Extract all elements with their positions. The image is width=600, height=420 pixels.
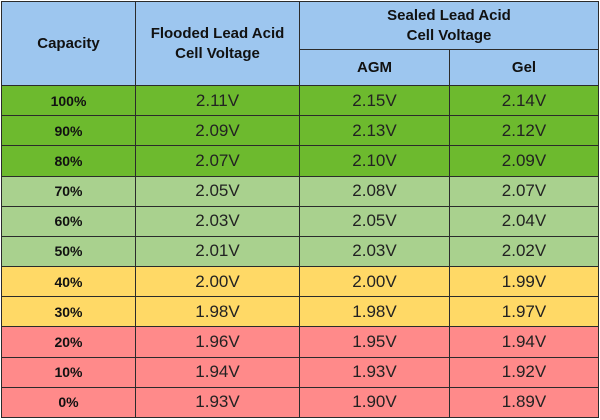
table-header: Capacity Flooded Lead Acid Cell Voltage … (1, 1, 599, 86)
cell-agm: 1.98V (299, 296, 450, 328)
cell-flooded: 1.98V (135, 296, 300, 328)
cell-gel: 2.09V (449, 145, 599, 177)
cell-capacity: 30% (1, 296, 136, 328)
cell-capacity: 80% (1, 145, 136, 177)
cell-gel: 2.07V (449, 175, 599, 207)
table-row: 50% 2.01V 2.03V 2.02V (1, 235, 599, 268)
cell-flooded: 2.01V (135, 235, 300, 268)
cell-agm: 1.90V (299, 386, 450, 419)
table-row: 80% 2.07V 2.10V 2.09V (1, 145, 599, 177)
table-row: 10% 1.94V 1.93V 1.92V (1, 356, 599, 388)
cell-gel: 2.02V (449, 235, 599, 268)
cell-flooded: 2.05V (135, 175, 300, 207)
cell-gel: 1.89V (449, 386, 599, 419)
cell-agm: 2.13V (299, 115, 450, 147)
cell-flooded: 1.94V (135, 356, 300, 388)
header-agm: AGM (299, 49, 450, 86)
table-row: 70% 2.05V 2.08V 2.07V (1, 175, 599, 207)
cell-flooded: 2.09V (135, 115, 300, 147)
cell-flooded: 2.00V (135, 266, 300, 298)
cell-gel: 2.12V (449, 115, 599, 147)
cell-flooded: 2.11V (135, 84, 300, 117)
cell-flooded: 2.07V (135, 145, 300, 177)
header-sealed: Sealed Lead Acid Cell Voltage (299, 1, 599, 50)
header-sealed-line1: Sealed Lead Acid (387, 6, 511, 24)
cell-agm: 2.05V (299, 205, 450, 237)
table-row: 90% 2.09V 2.13V 2.12V (1, 115, 599, 147)
cell-agm: 2.00V (299, 266, 450, 298)
header-gel: Gel (449, 49, 599, 86)
cell-gel: 1.99V (449, 266, 599, 298)
table-row: 30% 1.98V 1.98V 1.97V (1, 296, 599, 328)
cell-agm: 2.08V (299, 175, 450, 207)
header-flooded-line2: Cell Voltage (175, 44, 260, 62)
cell-capacity: 100% (1, 84, 136, 117)
cell-capacity: 60% (1, 205, 136, 237)
cell-flooded: 2.03V (135, 205, 300, 237)
cell-gel: 1.94V (449, 326, 599, 358)
cell-capacity: 0% (1, 386, 136, 419)
table-row: 100% 2.11V 2.15V 2.14V (1, 84, 599, 117)
header-flooded-line1: Flooded Lead Acid (150, 24, 285, 42)
cell-gel: 1.97V (449, 296, 599, 328)
cell-agm: 2.15V (299, 84, 450, 117)
header-flooded: Flooded Lead Acid Cell Voltage (135, 1, 300, 86)
cell-gel: 2.04V (449, 205, 599, 237)
cell-agm: 1.95V (299, 326, 450, 358)
cell-agm: 2.03V (299, 235, 450, 268)
cell-agm: 1.93V (299, 356, 450, 388)
cell-gel: 2.14V (449, 84, 599, 117)
table-row: 60% 2.03V 2.05V 2.04V (1, 205, 599, 237)
cell-flooded: 1.96V (135, 326, 300, 358)
cell-agm: 2.10V (299, 145, 450, 177)
table-row: 20% 1.96V 1.95V 1.94V (1, 326, 599, 358)
cell-gel: 1.92V (449, 356, 599, 388)
cell-capacity: 20% (1, 326, 136, 358)
header-sealed-line2: Cell Voltage (406, 26, 492, 44)
cell-capacity: 90% (1, 115, 136, 147)
cell-flooded: 1.93V (135, 386, 300, 419)
header-capacity: Capacity (1, 1, 136, 86)
cell-capacity: 50% (1, 235, 136, 268)
cell-capacity: 70% (1, 175, 136, 207)
cell-capacity: 40% (1, 266, 136, 298)
table-body: 100% 2.11V 2.15V 2.14V 90% 2.09V 2.13V 2.12V 80%… (1, 84, 599, 419)
table-row: 40% 2.00V 2.00V 1.99V (1, 266, 599, 298)
cell-capacity: 10% (1, 356, 136, 388)
table-row: 0% 1.93V 1.90V 1.89V (1, 386, 599, 419)
